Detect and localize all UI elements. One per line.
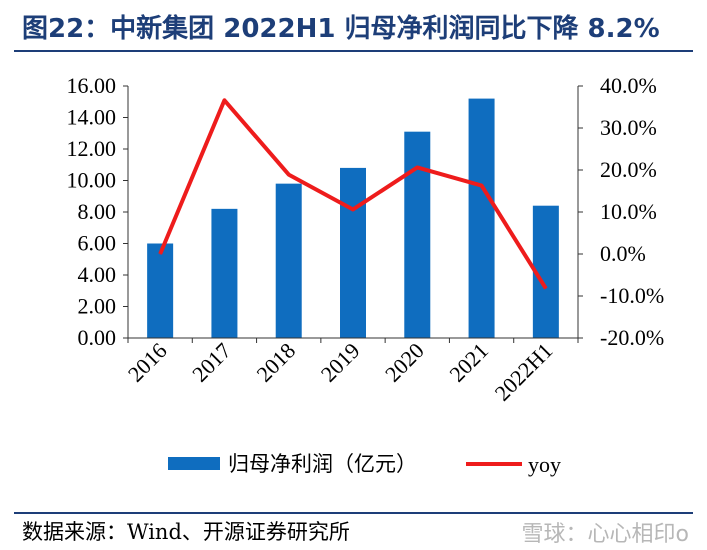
x-tick-label: 2018	[251, 338, 300, 387]
right-tick-label: 10.0%	[600, 199, 657, 224]
legend-swatch-bar	[168, 457, 220, 470]
bar-2018	[275, 183, 302, 338]
x-tick-label: 2022H1	[490, 338, 558, 406]
yoy-point-2020	[416, 166, 418, 168]
yoy-point-2017	[223, 99, 225, 101]
legend-label-bar: 归母净利润（亿元）	[228, 452, 417, 476]
right-tick-label: 0.0%	[600, 241, 646, 266]
yoy-point-2016	[159, 253, 161, 255]
left-tick-label: 0.00	[78, 325, 117, 350]
right-tick-label: -10.0%	[600, 283, 664, 308]
bar-2016	[147, 243, 174, 338]
yoy-point-2018	[288, 174, 290, 176]
yoy-point-2019	[352, 208, 354, 210]
title-divider	[14, 50, 693, 52]
source-note: 数据来源：Wind、开源证券研究所	[22, 520, 350, 544]
left-tick-label: 6.00	[78, 231, 117, 256]
x-tick-label: 2019	[316, 338, 365, 387]
right-tick-label: 40.0%	[600, 73, 657, 98]
x-tick-label: 2016	[123, 338, 172, 387]
x-tick-label: 2020	[380, 338, 429, 387]
left-tick-label: 14.00	[67, 105, 117, 130]
bar-2017	[211, 208, 238, 338]
yoy-point-2021	[481, 185, 483, 187]
right-tick-label: 30.0%	[600, 115, 657, 140]
yoy-point-2022H1	[545, 287, 547, 289]
left-tick-label: 8.00	[78, 199, 117, 224]
left-tick-label: 16.00	[67, 73, 117, 98]
chart-title: 图22：中新集团 2022H1 归母净利润同比下降 8.2%	[22, 14, 660, 44]
footer-divider	[14, 512, 693, 514]
left-tick-label: 2.00	[78, 294, 117, 319]
x-tick-label: 2017	[187, 338, 236, 387]
right-tick-label: -20.0%	[600, 325, 664, 350]
left-tick-label: 4.00	[78, 262, 117, 287]
bar-2020	[404, 131, 431, 338]
bar-2021	[468, 98, 495, 338]
bar-2019	[340, 167, 366, 338]
x-tick-label: 2021	[444, 338, 493, 387]
right-tick-label: 20.0%	[600, 157, 657, 182]
watermark: 雪球：心心相印o	[521, 522, 689, 547]
left-tick-label: 12.00	[67, 136, 117, 161]
legend-label-yoy: yoy	[528, 452, 561, 477]
left-tick-label: 10.00	[67, 168, 117, 193]
